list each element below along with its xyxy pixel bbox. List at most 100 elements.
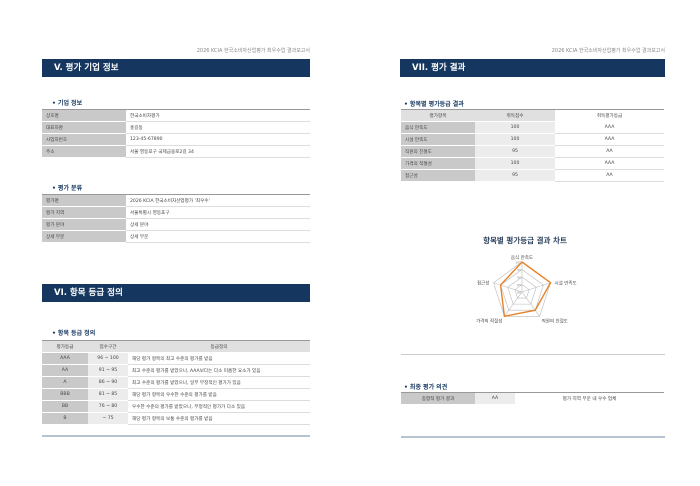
grade-cell: B: [42, 412, 88, 425]
table-row: 접근성 95 AA: [401, 169, 664, 182]
tick-label: 95: [517, 268, 521, 272]
definition-cell: 해당 평가 항목의 우수한 수준의 평가를 받음: [128, 388, 310, 401]
range-cell: ~ 75: [88, 412, 128, 425]
score-cell: 100: [475, 157, 555, 170]
item-cell: 접근성: [401, 169, 475, 182]
company-table: 상호명 한국소비자평가 대표자명 홍길동 사업자번호 123-45-67890 주소 서울 영…: [42, 109, 310, 158]
final-row: 종합적 평가 결과 AA 평가 지역 부문 내 우수 업체: [401, 392, 664, 405]
page-divider-right-bottom: [401, 436, 665, 438]
final-grade: AA: [475, 392, 515, 405]
table-row: AA 91 ~ 95 최고 수준의 평가를 받았으나, AAA보다는 다소 미흡한 …: [42, 364, 310, 377]
tick-label: 100: [515, 261, 521, 265]
axis-label: 가격의 적절성: [476, 317, 502, 324]
table-row: 평가명 2026 KCIA 한국소비자산업평가 '최우수': [42, 194, 310, 207]
table-row: 평가 지역 서울특별시 영등포구: [42, 206, 310, 219]
header-score: 취득점수: [475, 109, 555, 122]
grade-cell: AA: [555, 145, 664, 158]
section-6-title: VI. 항목 등급 정의: [42, 284, 310, 302]
table-row: AAA 96 ~ 100 해당 평가 항목의 최고 수준의 평가를 받음: [42, 352, 310, 365]
series-line: [499, 261, 552, 318]
axis-label: 직원의 친절도: [542, 317, 568, 324]
final-table: 종합적 평가 결과 AA 평가 지역 부문 내 우수 업체: [401, 392, 664, 405]
table-row: 상호명 한국소비자평가: [42, 109, 310, 122]
table-row: 직원의 친절도 95 AA: [401, 145, 664, 158]
table-row: 주소 서울 영등포구 국제금융로2길 34: [42, 145, 310, 158]
grade-cell: BB: [42, 400, 88, 413]
row-value: 홍길동: [126, 121, 310, 134]
section-5-title: V. 평가 기업 정보: [42, 59, 310, 77]
definition-cell: 해당 평가 항목의 보통 수준의 평가를 받음: [128, 412, 310, 425]
running-header-right: 2026 KCIA 한국소비자산업평가 최우수업 결과보고서: [551, 48, 665, 54]
header-grade: 취득평가등급: [555, 109, 664, 122]
range-cell: 96 ~ 100: [88, 352, 128, 365]
row-value: 2026 KCIA 한국소비자산업평가 '최우수': [126, 194, 310, 207]
result-heading: • 항목별 평가등급 결과: [404, 101, 464, 108]
range-cell: 76 ~ 80: [88, 400, 128, 413]
row-label: 평가 분야: [42, 218, 126, 231]
table-row: B ~ 75 해당 평가 항목의 보통 수준의 평가를 받음: [42, 412, 310, 425]
table-row: 평가등급 점수구간 등급정의: [42, 340, 310, 353]
table-row: 음식 만족도 100 AAA: [401, 121, 664, 134]
item-cell: 직원의 친절도: [401, 145, 475, 158]
header-definition: 등급정의: [128, 340, 310, 353]
row-label: 평가 지역: [42, 206, 126, 219]
table-row: 사업자번호 123-45-67890: [42, 133, 310, 146]
tick-label: 80: [517, 291, 521, 295]
row-label: 주소: [42, 145, 126, 158]
row-label: 상호명: [42, 109, 126, 122]
row-value: 상세 부문: [126, 230, 310, 243]
definition-cell: 최고 수준의 평가를 받았으나, 일부 부정적인 평가가 있음: [128, 376, 310, 389]
section-7-title: VII. 평가 결과: [400, 59, 665, 77]
row-value: 서울 영등포구 국제금융로2길 34: [126, 145, 310, 158]
table-row: 평가항목 취득점수 취득평가등급: [401, 109, 664, 122]
chart-title: 항목별 평가등급 결과 차트: [483, 236, 567, 245]
range-cell: 86 ~ 90: [88, 376, 128, 389]
grade-cell: AAA: [555, 157, 664, 170]
grid-ring: [500, 269, 544, 311]
axis-label: 음식 만족도: [511, 254, 533, 261]
axis-label: 접근성: [477, 280, 489, 287]
spoke: [493, 282, 523, 293]
result-table: 평가항목 취득점수 취득평가등급 음식 만족도 100 AAA 시설 만족도 100 AAA 직원…: [401, 109, 664, 182]
grade-cell: AAA: [42, 352, 88, 365]
running-header: 2026 KCIA 한국소비자산업평가 최우수업 결과보고서: [196, 48, 310, 54]
final-heading: • 최종 평가 의견: [404, 384, 448, 391]
table-row: 평가 분야 상세 분야: [42, 218, 310, 231]
table-row: 상세 부문 상세 부문: [42, 230, 310, 243]
score-cell: 95: [475, 145, 555, 158]
row-value: 한국소비자평가: [126, 109, 310, 122]
definition-cell: 우수한 수준의 평가를 받았으나, 부정적인 평가가 다소 있음: [128, 400, 310, 413]
row-label: 상세 부문: [42, 230, 126, 243]
spoke: [521, 291, 540, 317]
page-divider-right: [401, 354, 665, 355]
final-opinion: 평가 지역 부문 내 우수 업체: [515, 392, 664, 405]
grid-ring: [514, 284, 530, 299]
row-value: 123-45-67890: [126, 133, 310, 146]
spoke: [521, 282, 551, 293]
grid-ring: [507, 276, 537, 305]
range-cell: 81 ~ 85: [88, 388, 128, 401]
grade-cell: AA: [555, 169, 664, 182]
definition-cell: 최고 수준의 평가를 받았으나, AAA보다는 다소 미흡한 요소가 있음: [128, 364, 310, 377]
row-label: 사업자번호: [42, 133, 126, 146]
table-row: 대표자명 홍길동: [42, 121, 310, 134]
row-value: 상세 분야: [126, 218, 310, 231]
definition-cell: 해당 평가 항목의 최고 수준의 평가를 받음: [128, 352, 310, 365]
grade-heading: • 항목 등급 정의: [52, 330, 96, 337]
company-heading: • 기업 정보: [52, 100, 83, 107]
final-label: 종합적 평가 결과: [401, 392, 475, 405]
item-cell: 가격의 적절성: [401, 157, 475, 170]
header-range: 점수구간: [88, 340, 128, 353]
grade-cell: BBB: [42, 388, 88, 401]
axis-label: 시설 만족도: [555, 280, 577, 287]
classification-table: 평가명 2026 KCIA 한국소비자산업평가 '최우수' 평가 지역 서울특별시 영…: [42, 194, 310, 243]
tick-label: 90: [517, 276, 521, 280]
table-row: A 86 ~ 90 최고 수준의 평가를 받았으나, 일부 부정적인 평가가 있음: [42, 376, 310, 389]
grade-cell: AAA: [555, 121, 664, 134]
table-row: 가격의 적절성 100 AAA: [401, 157, 664, 170]
range-cell: 91 ~ 95: [88, 364, 128, 377]
spoke: [504, 291, 523, 317]
header-grade: 평가등급: [42, 340, 88, 353]
item-cell: 시설 만족도: [401, 133, 475, 146]
